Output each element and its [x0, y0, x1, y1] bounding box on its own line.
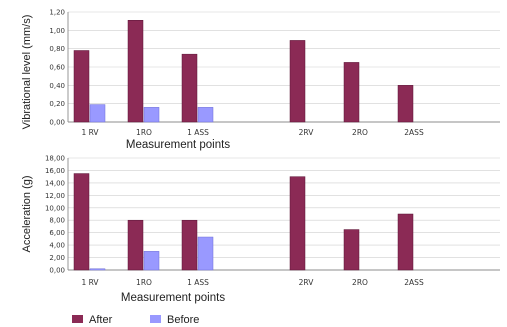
- y-tick-label: 1,00: [49, 27, 65, 35]
- y-tick-label: 0,60: [49, 64, 65, 72]
- y-tick-label: 4,00: [49, 242, 65, 250]
- bar-before: [197, 236, 214, 271]
- y-tick-label: 0,00: [49, 119, 65, 127]
- y-axis-label: Acceleration (g): [21, 175, 33, 252]
- y-tick-label: 0,00: [49, 267, 65, 275]
- bar-after: [181, 219, 198, 271]
- bar-before: [197, 107, 214, 123]
- bar-after: [343, 62, 360, 123]
- y-tick-label: 16,00: [45, 167, 65, 175]
- y-tick-label: 0,80: [49, 45, 65, 53]
- x-tick-label: 1 RV: [81, 128, 99, 137]
- bar-after: [181, 53, 198, 123]
- y-tick-label: 8,00: [49, 217, 65, 225]
- x-tick-label: 1 ASS: [187, 128, 209, 137]
- x-tick-label: 1RO: [136, 128, 152, 137]
- x-tick-label: 1 RV: [81, 278, 99, 287]
- y-tick-label: 14,00: [45, 179, 65, 187]
- bar-before: [89, 268, 106, 271]
- y-tick-label: 6,00: [49, 229, 65, 237]
- acceleration-chart: Acceleration (g) Measurement points 0,00…: [21, 155, 500, 304]
- x-tick-label: 2RO: [352, 128, 368, 137]
- bar-before: [143, 251, 160, 271]
- bar-after: [127, 219, 144, 271]
- x-tick-label: 1 ASS: [187, 278, 209, 287]
- x-tick-label: 2ASS: [404, 278, 424, 287]
- bar-after: [289, 40, 306, 123]
- x-tick-label: 1RO: [136, 278, 152, 287]
- x-axis-label: Measurement points: [121, 292, 225, 304]
- bar-after: [343, 229, 360, 271]
- legend-swatch-before: [150, 315, 161, 323]
- y-tick-label: 2,00: [49, 254, 65, 262]
- bar-after: [397, 85, 414, 123]
- legend: After Before: [72, 314, 199, 326]
- y-tick-label: 0,40: [49, 82, 65, 90]
- vibration-chart: Vibrational level (mm/s) Measurement poi…: [21, 9, 500, 151]
- bar-before: [143, 107, 160, 123]
- bar-after: [73, 173, 90, 271]
- y-tick-label: 1,20: [49, 9, 65, 17]
- x-tick-label: 2RO: [352, 278, 368, 287]
- bar-before: [89, 104, 106, 123]
- x-axis-label: Measurement points: [126, 139, 230, 151]
- x-tick-label: 2ASS: [404, 128, 424, 137]
- bar-after: [73, 50, 90, 123]
- x-tick-label: 2RV: [299, 278, 315, 287]
- bar-after: [397, 213, 414, 271]
- bar-after: [127, 20, 144, 123]
- x-tick-label: 2RV: [299, 128, 315, 137]
- y-axis-label: Vibrational level (mm/s): [21, 15, 33, 130]
- bar-after: [289, 176, 306, 271]
- y-tick-label: 0,20: [49, 100, 65, 108]
- y-tick-label: 18,00: [45, 155, 65, 163]
- legend-label-before: Before: [167, 314, 199, 326]
- y-tick-label: 10,00: [45, 204, 65, 212]
- legend-label-after: After: [89, 314, 113, 326]
- legend-swatch-after: [72, 315, 83, 323]
- y-tick-label: 12,00: [45, 192, 65, 200]
